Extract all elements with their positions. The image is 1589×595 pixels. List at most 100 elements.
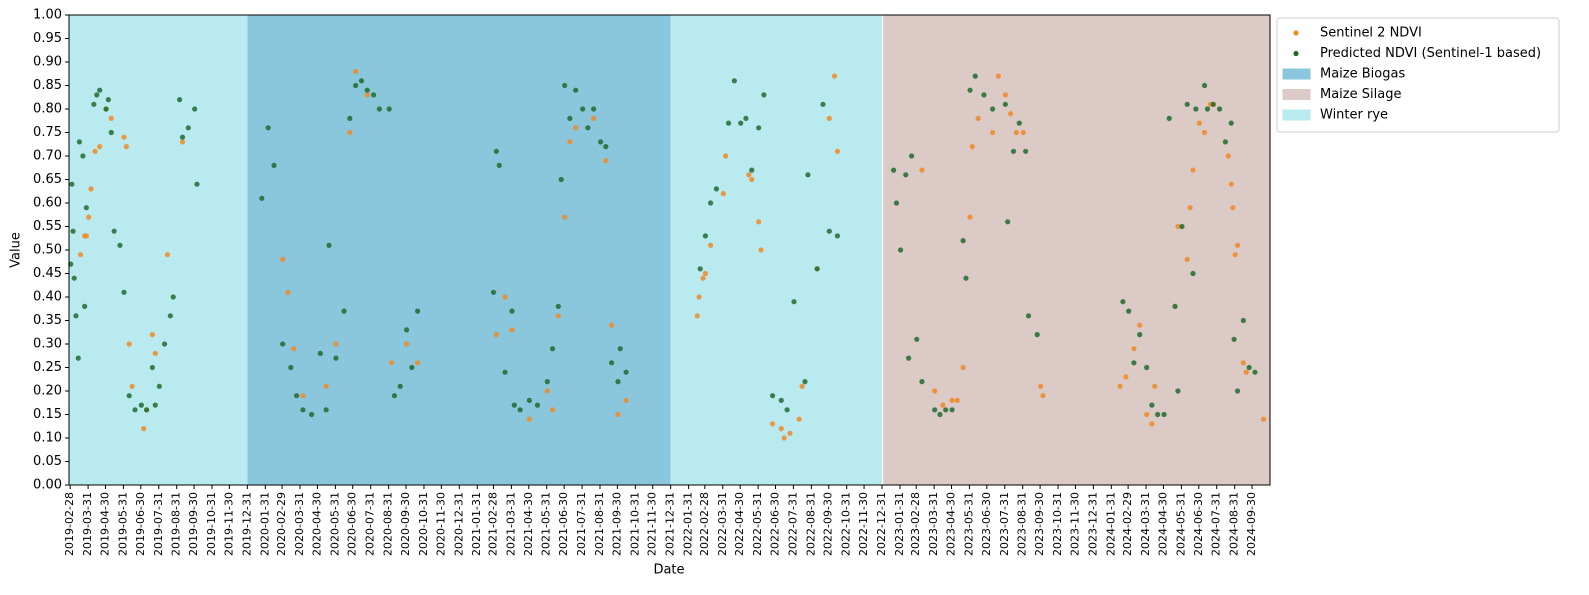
data-point <box>562 214 568 220</box>
data-point <box>358 78 365 84</box>
data-point <box>1228 181 1234 187</box>
data-point <box>138 402 144 408</box>
data-point <box>802 379 808 385</box>
data-point <box>1131 360 1137 366</box>
legend-label: Maize Biogas <box>1320 67 1405 82</box>
legend-patch <box>1282 89 1311 100</box>
data-point <box>990 106 996 112</box>
x-tick-label: 2020-05-31 <box>328 492 341 556</box>
data-point <box>1252 369 1258 375</box>
legend-box <box>1276 17 1560 133</box>
data-point <box>749 167 755 173</box>
data-point <box>960 364 966 371</box>
data-point <box>376 106 382 112</box>
span-region <box>883 15 1270 485</box>
data-point <box>293 393 300 399</box>
data-point <box>502 294 508 300</box>
data-point <box>415 360 421 366</box>
data-point <box>1123 374 1129 380</box>
data-point <box>1002 92 1008 98</box>
data-point <box>826 115 832 121</box>
data-point <box>152 402 158 408</box>
data-point <box>1005 219 1011 225</box>
data-point <box>615 411 621 418</box>
x-tick-label: 2020-12-31 <box>452 492 465 556</box>
data-point <box>1261 416 1267 422</box>
data-point <box>893 200 900 206</box>
x-tick-label: 2021-02-28 <box>486 492 499 556</box>
data-point <box>544 388 550 394</box>
data-point <box>702 270 709 277</box>
data-point <box>164 252 171 258</box>
data-point <box>1201 129 1208 136</box>
data-point <box>778 426 784 432</box>
x-tick-label: 2021-10-31 <box>628 492 641 556</box>
data-point <box>333 355 339 361</box>
y-tick-label: 0.10 <box>33 431 62 446</box>
y-tick-label: 0.60 <box>33 196 62 211</box>
data-point <box>1131 346 1137 352</box>
data-point <box>132 407 138 413</box>
data-point <box>914 336 920 342</box>
data-point <box>317 350 323 356</box>
data-point <box>949 397 955 403</box>
data-point <box>603 144 609 150</box>
data-point <box>567 139 573 145</box>
data-point <box>185 125 191 131</box>
y-tick-label: 0.65 <box>33 172 62 187</box>
data-point <box>937 411 943 418</box>
x-tick-label: 2022-05-31 <box>751 492 764 556</box>
data-point <box>129 383 135 389</box>
data-point <box>149 332 155 338</box>
data-point <box>323 407 329 413</box>
x-axis-label: Date <box>653 563 684 578</box>
legend-patch <box>1282 109 1311 121</box>
x-tick-label: 2024-05-31 <box>1174 492 1187 556</box>
data-point <box>194 181 200 187</box>
data-point <box>1230 205 1236 211</box>
x-tick-label: 2021-06-30 <box>557 492 570 556</box>
x-tick-label: 2023-02-28 <box>909 492 922 556</box>
x-tick-label: 2019-10-31 <box>205 492 218 556</box>
data-point <box>404 327 410 333</box>
data-point <box>309 411 315 418</box>
data-point <box>784 407 790 413</box>
data-point <box>1190 167 1196 173</box>
data-point <box>1175 388 1181 394</box>
data-point <box>1232 252 1238 258</box>
data-point <box>749 176 755 183</box>
data-point <box>1137 332 1143 338</box>
data-point <box>738 120 744 126</box>
data-point <box>834 233 841 239</box>
data-point <box>323 383 329 389</box>
data-point <box>1240 360 1246 366</box>
x-tick-label: 2019-07-31 <box>152 492 165 556</box>
data-point <box>769 421 776 427</box>
data-point <box>967 87 973 93</box>
data-point <box>300 393 306 399</box>
y-tick-label: 0.95 <box>33 31 62 46</box>
data-point <box>1225 153 1231 159</box>
data-point <box>1193 106 1199 112</box>
data-point <box>820 101 826 107</box>
data-point <box>353 82 359 89</box>
legend-marker <box>1293 30 1299 36</box>
data-point <box>82 303 88 309</box>
data-point <box>746 172 752 178</box>
data-point <box>534 402 541 408</box>
data-point <box>83 233 89 239</box>
data-point <box>502 369 508 375</box>
data-point <box>781 435 787 441</box>
data-point <box>805 172 811 178</box>
data-point <box>1040 393 1046 399</box>
data-point <box>1231 336 1237 342</box>
data-point <box>558 176 564 183</box>
y-tick-label: 0.55 <box>33 219 62 234</box>
data-point <box>708 200 714 206</box>
data-point <box>573 125 579 131</box>
data-point <box>179 134 186 140</box>
x-tick-label: 2022-12-31 <box>875 492 888 556</box>
data-point <box>526 416 532 422</box>
data-point <box>370 92 377 98</box>
data-point <box>591 115 597 121</box>
